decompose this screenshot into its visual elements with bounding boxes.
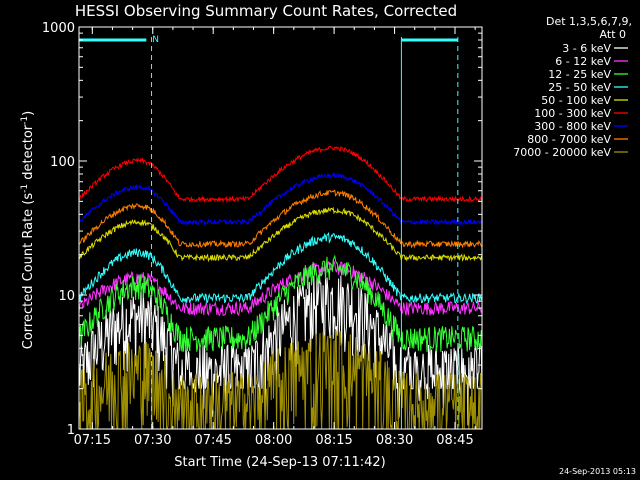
legend-label: 25 - 50 keV [548,81,611,94]
y-tick-label: 10 [58,289,75,304]
legend-header-line1: Det 1,3,5,6,7,9, [546,15,632,28]
legend-label: 3 - 6 keV [562,42,611,55]
series-3-6kev [78,273,483,426]
legend-header-line2: Att 0 [600,28,626,41]
marker-label: N [152,35,159,45]
y-axis-label: Corrected Count Rate (s-1 detector-1) [20,111,36,349]
series-100-300kev [78,145,483,204]
chart-title: HESSI Observing Summary Count Rates, Cor… [75,2,457,20]
x-tick-label: 07:45 [194,433,231,448]
x-axis-label: Start Time (24-Sep-13 07:11:42) [174,455,385,470]
legend-label: 6 - 12 keV [555,55,611,68]
plot-area: N [78,35,483,430]
y-tick-label: 1000 [42,21,75,36]
series-800-7000kev [78,189,483,249]
series-50-100kev [78,206,483,263]
footer-timestamp: 24-Sep-2013 05:13 [559,467,636,476]
axes: 07:15 07:30 07:45 08:00 08:15 08:30 08:45 1 10 10… [42,21,482,448]
legend-label: 800 - 7000 keV [527,133,611,146]
plot-frame [78,26,483,430]
x-tick-label: 08:15 [315,433,352,448]
legend-label: 12 - 25 keV [548,68,611,81]
x-tick-label: 08:45 [436,433,473,448]
y-tick-label: 1 [67,423,75,438]
series-25-50kev [78,231,483,304]
x-tick-label: 07:15 [74,433,111,448]
x-tick-label: 08:30 [376,433,413,448]
legend-label: 7000 - 20000 keV [513,146,611,159]
series-line [78,206,483,263]
series-line [78,273,483,426]
legend-label: 50 - 100 keV [541,94,611,107]
series-line [78,254,483,352]
series-300-800kev [78,171,483,227]
x-tick-label: 07:30 [134,433,171,448]
series-line [78,145,483,204]
x-tick-label: 08:00 [255,433,292,448]
legend-label: 100 - 300 keV [534,107,611,120]
series-line [78,231,483,304]
legend-label: 300 - 800 keV [534,120,611,133]
series-12-25kev [78,254,483,352]
series-line [78,189,483,249]
series-line [78,171,483,227]
y-tick-label: 100 [50,155,75,170]
